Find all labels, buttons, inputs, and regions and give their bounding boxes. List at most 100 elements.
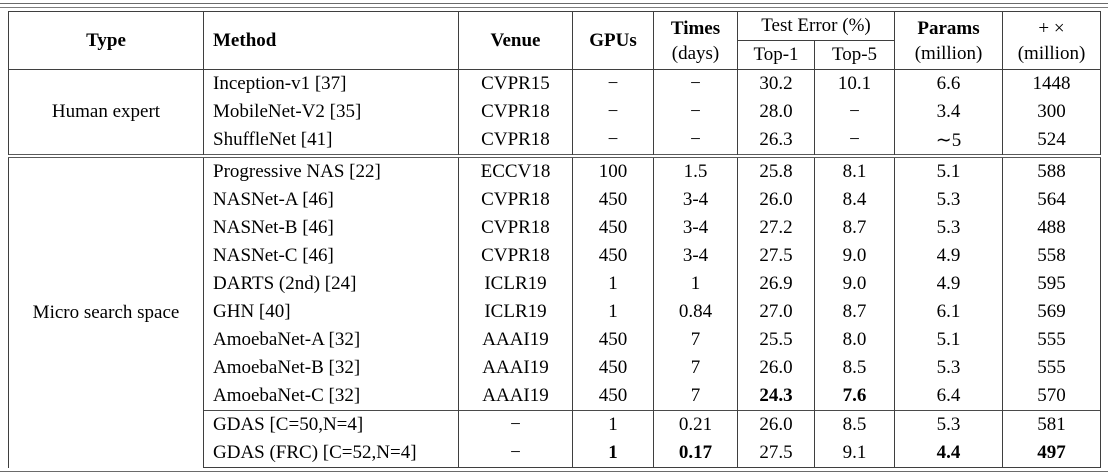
gpus-cell: 1 (572, 298, 654, 326)
flops-cell: 300 (1002, 98, 1101, 126)
top1-cell: 27.5 (737, 242, 815, 270)
flops-cell: 524 (1002, 126, 1101, 155)
method-cell: Inception-v1 [37] (203, 69, 459, 98)
gpus-cell: 450 (572, 326, 654, 354)
top5-cell: 9.0 (814, 242, 895, 270)
table-row: NASNet-B [46] CVPR18 450 3-4 27.2 8.7 5.3 488 (9, 214, 1101, 242)
venue-cell: ICLR19 (458, 298, 573, 326)
gpus-cell: 1 (572, 410, 654, 439)
top5-cell: 9.1 (814, 439, 895, 468)
header-params: Params (million) (894, 11, 1003, 70)
top5-cell: 10.1 (814, 69, 895, 98)
top1-cell: 27.5 (737, 439, 815, 468)
venue-cell: CVPR18 (458, 98, 573, 126)
type-cell: Micro search space (8, 157, 204, 468)
flops-cell: 555 (1002, 354, 1101, 382)
params-cell: 6.1 (894, 298, 1003, 326)
section-separator (8, 154, 1101, 158)
params-cell: 6.6 (894, 69, 1003, 98)
gpus-cell: 450 (572, 186, 654, 214)
venue-cell: − (458, 410, 573, 439)
method-cell: AmoebaNet-C [32] (203, 382, 459, 411)
table-header: Type Method Venue GPUs Times (days) Test… (8, 11, 1101, 70)
method-cell: GHN [40] (203, 298, 459, 326)
venue-cell: − (458, 439, 573, 468)
top1-cell: 26.3 (737, 126, 815, 155)
top5-cell: 9.0 (814, 270, 895, 298)
flops-cell: 558 (1002, 242, 1101, 270)
venue-cell: CVPR18 (458, 126, 573, 155)
top1-cell: 24.3 (737, 382, 815, 411)
times-cell: 0.21 (653, 410, 738, 439)
table-row: GDAS [C=50,N=4] −1 0.21 26.0 8.5 5.3 581 (9, 410, 1101, 439)
table-row: DARTS (2nd) [24] ICLR19 1 1 26.9 9.0 4.9 595 (9, 270, 1101, 298)
header-method: Method (203, 11, 459, 70)
table-row: AmoebaNet-C [32] AAAI19 450 7 24.3 7.6 6.4 570 (9, 382, 1101, 411)
top1-cell: 28.0 (737, 98, 815, 126)
header-gpus: GPUs (572, 11, 654, 70)
method-cell: MobileNet-V2 [35] (203, 98, 459, 126)
table-body: Human expert Inception-v1 [37] CVPR15− −30.… (8, 69, 1101, 468)
top1-cell: 26.0 (737, 410, 815, 439)
header-times-unit: (days) (671, 42, 720, 64)
header-top1: Top-1 (737, 40, 815, 70)
times-cell: − (653, 126, 738, 155)
header-params-label: Params (917, 17, 980, 39)
gpus-cell: 1 (572, 439, 654, 468)
type-cell: Human expert (8, 69, 204, 155)
top1-cell: 27.2 (737, 214, 815, 242)
gpus-cell: 450 (572, 382, 654, 411)
times-cell: 1.5 (653, 157, 738, 186)
venue-cell: CVPR15 (458, 69, 573, 98)
header-top5: Top-5 (814, 40, 895, 70)
bottom-double-rule (0, 471, 1108, 475)
table-row: AmoebaNet-A [32] AAAI19 450 7 25.5 8.0 5.1 555 (9, 326, 1101, 354)
times-cell: 3-4 (653, 242, 738, 270)
table-row: NASNet-C [46] CVPR18 450 3-4 27.5 9.0 4.9 558 (9, 242, 1101, 270)
header-test-error: Test Error (%) (737, 11, 895, 41)
times-cell: 7 (653, 326, 738, 354)
method-cell: NASNet-A [46] (203, 186, 459, 214)
top5-cell: 8.7 (814, 298, 895, 326)
venue-cell: AAAI19 (458, 382, 573, 411)
header-params-unit: (million) (914, 42, 983, 64)
params-cell: 6.4 (894, 382, 1003, 411)
times-cell: − (653, 69, 738, 98)
top5-cell: 8.5 (814, 410, 895, 439)
method-cell: GDAS [C=50,N=4] (203, 410, 459, 439)
top1-cell: 25.8 (737, 157, 815, 186)
params-cell: 5.1 (894, 157, 1003, 186)
top1-cell: 30.2 (737, 69, 815, 98)
top5-cell: 8.1 (814, 157, 895, 186)
times-cell: 3-4 (653, 186, 738, 214)
flops-cell: 1448 (1002, 69, 1101, 98)
flops-cell: 581 (1002, 410, 1101, 439)
method-cell: NASNet-B [46] (203, 214, 459, 242)
flops-cell: 564 (1002, 186, 1101, 214)
method-cell: DARTS (2nd) [24] (203, 270, 459, 298)
results-table: Type Method Venue GPUs Times (days) Test… (8, 11, 1101, 468)
params-cell: 5.3 (894, 354, 1003, 382)
params-cell: 5.1 (894, 326, 1003, 354)
params-cell: 3.4 (894, 98, 1003, 126)
top1-cell: 26.0 (737, 186, 815, 214)
times-cell: 7 (653, 354, 738, 382)
top5-cell: − (814, 126, 895, 155)
flops-cell: 497 (1002, 439, 1101, 468)
table-row: GHN [40] ICLR19 1 0.84 27.0 8.7 6.1 569 (9, 298, 1101, 326)
flops-cell: 555 (1002, 326, 1101, 354)
flops-cell: 595 (1002, 270, 1101, 298)
table-row: Micro search space Progressive NAS [22] EC… (8, 157, 1101, 468)
params-cell: 5.3 (894, 410, 1003, 439)
venue-cell: AAAI19 (458, 326, 573, 354)
header-flops: + × (million) (1002, 11, 1101, 70)
header-type: Type (8, 11, 204, 70)
times-cell: 3-4 (653, 214, 738, 242)
params-cell: 4.4 (894, 439, 1003, 468)
top5-cell: 8.5 (814, 354, 895, 382)
times-cell: 0.17 (653, 439, 738, 468)
header-times: Times (days) (653, 11, 738, 70)
gpus-cell: − (572, 69, 654, 98)
table-row: GDAS (FRC) [C=52,N=4] −1 0.17 27.5 9.1 4.4 497 (9, 439, 1101, 468)
